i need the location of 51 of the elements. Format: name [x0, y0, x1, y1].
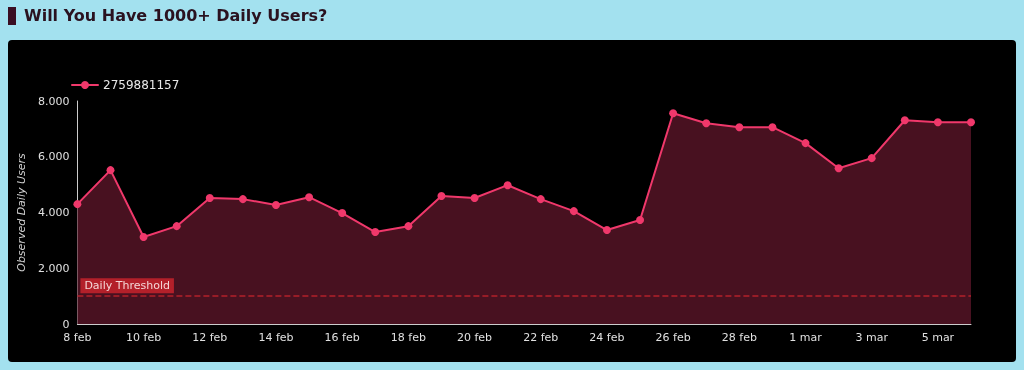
x-tick-label: 24 feb [589, 331, 625, 344]
x-tick-label: 3 mar [855, 331, 889, 344]
x-tick-label: 8 feb [63, 331, 92, 344]
y-tick-label: 4.000 [37, 206, 70, 219]
point [404, 222, 413, 231]
x-tick-label: 18 feb [390, 331, 426, 344]
point [139, 233, 148, 242]
point [602, 226, 611, 235]
point [338, 209, 347, 218]
x-tick-label: 5 mar [921, 331, 955, 344]
ref-line-label: Daily Threshold [84, 279, 170, 293]
point [569, 207, 578, 216]
x-tick-label: 28 feb [721, 331, 757, 344]
point [834, 164, 843, 173]
point [371, 228, 380, 237]
x-tick-label: 10 feb [126, 331, 162, 344]
y-tick-label: 6.000 [37, 150, 70, 164]
point [238, 195, 247, 204]
point [768, 123, 777, 132]
x-tick-label: 16 feb [324, 331, 360, 344]
x-tick-label: 22 feb [523, 331, 559, 344]
point [636, 216, 645, 225]
point [172, 222, 181, 231]
point [867, 154, 876, 163]
x-tick-label: 20 feb [456, 331, 493, 344]
y-tick-label: 0 [62, 317, 70, 331]
point [669, 109, 678, 118]
x-tick-label: 12 feb [192, 331, 228, 344]
point [735, 123, 744, 132]
chart-title: Will You Have 1000+ Daily Users? [24, 6, 328, 25]
point [967, 118, 975, 127]
point [205, 194, 214, 202]
point [503, 181, 512, 190]
point [73, 200, 82, 209]
point [305, 193, 314, 202]
point [702, 119, 711, 128]
x-tick-label: 26 feb [655, 331, 691, 344]
x-tick-label: 1 mar [789, 331, 823, 344]
point [106, 166, 115, 175]
point [271, 200, 280, 209]
point [470, 194, 479, 202]
point [536, 195, 545, 204]
y-tick-label: 8.000 [37, 94, 70, 108]
point [437, 192, 446, 201]
point [933, 118, 942, 127]
point [900, 116, 909, 125]
y-axis-title: Observed Daily Users [15, 152, 28, 272]
x-tick-label: 14 feb [258, 331, 294, 344]
legend-label: 2759881157 [103, 78, 180, 92]
y-tick-label: 2.000 [37, 261, 70, 275]
point [801, 139, 810, 148]
